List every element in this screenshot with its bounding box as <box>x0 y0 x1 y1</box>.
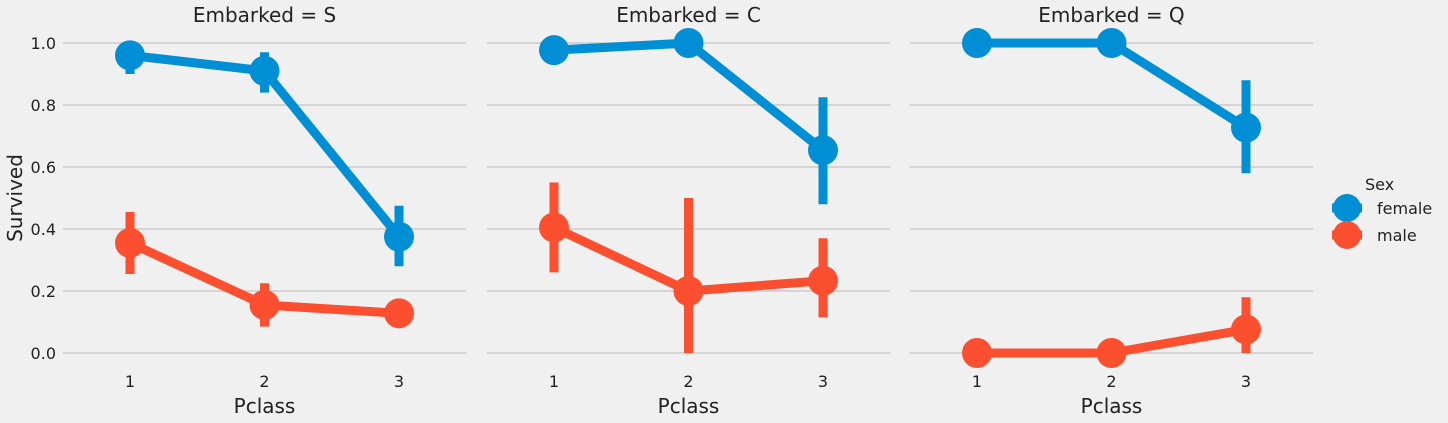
data-point <box>1231 112 1261 143</box>
x-tick-label: 2 <box>683 372 693 391</box>
y-tick-label: 0.4 <box>31 220 56 239</box>
data-point <box>808 265 838 296</box>
facet-panel: 1 2 3 Embarked = Q Pclass <box>910 3 1313 418</box>
data-point <box>673 276 704 306</box>
x-tick-label: 3 <box>394 372 404 391</box>
data-point <box>115 227 145 258</box>
x-tick-label: 1 <box>125 372 135 391</box>
y-tick-label: 0.6 <box>31 158 56 177</box>
legend-swatch-marker <box>1333 221 1361 249</box>
data-point <box>962 28 992 58</box>
x-axis-label: Pclass <box>658 394 720 418</box>
y-tick-label: 0.2 <box>31 282 56 301</box>
x-tick-label: 2 <box>1106 372 1116 391</box>
data-point <box>384 298 414 329</box>
x-tick-label: 3 <box>818 372 828 391</box>
series-male <box>539 182 838 353</box>
series-line <box>549 38 828 155</box>
data-point <box>539 212 569 243</box>
facet-title: Embarked = S <box>193 3 336 27</box>
x-tick-label: 2 <box>259 372 269 391</box>
series-male <box>962 297 1261 368</box>
y-tick-label: 1.0 <box>31 34 56 53</box>
data-point <box>962 338 992 368</box>
data-point <box>249 55 280 86</box>
facet-title: Embarked = Q <box>1038 3 1184 27</box>
facet-panel: 1 2 3 Embarked = C Pclass <box>487 3 890 418</box>
legend-swatch-marker <box>1333 194 1361 222</box>
series-female <box>539 28 838 205</box>
legend-title: Sex <box>1365 175 1394 194</box>
y-tick-label: 0.8 <box>31 96 56 115</box>
data-point <box>1231 314 1261 345</box>
series-female <box>115 40 414 267</box>
facet-title: Embarked = C <box>616 3 761 27</box>
facet-panel: 0.0 0.2 0.4 0.6 0.8 1.0 1 2 3 Embarked = S Pclass <box>31 3 466 418</box>
x-axis-label: Pclass <box>234 394 296 418</box>
data-point <box>249 289 280 320</box>
data-point <box>1096 338 1127 368</box>
x-tick-label: 3 <box>1241 372 1251 391</box>
x-tick-label: 1 <box>549 372 559 391</box>
data-point <box>115 40 145 71</box>
y-axis-label: Survived <box>3 154 27 242</box>
series-male <box>115 211 414 329</box>
data-point <box>808 135 838 166</box>
data-point <box>673 28 704 58</box>
legend-label: male <box>1377 226 1417 245</box>
data-point <box>384 221 414 252</box>
x-axis-label: Pclass <box>1081 394 1143 418</box>
legend-label: female <box>1377 199 1432 218</box>
legend: Sex female male <box>1332 175 1432 249</box>
data-point <box>1096 28 1127 58</box>
y-tick-label: 0.0 <box>31 344 56 363</box>
data-point <box>539 35 569 66</box>
x-tick-label: 1 <box>972 372 982 391</box>
series-female <box>962 28 1261 174</box>
